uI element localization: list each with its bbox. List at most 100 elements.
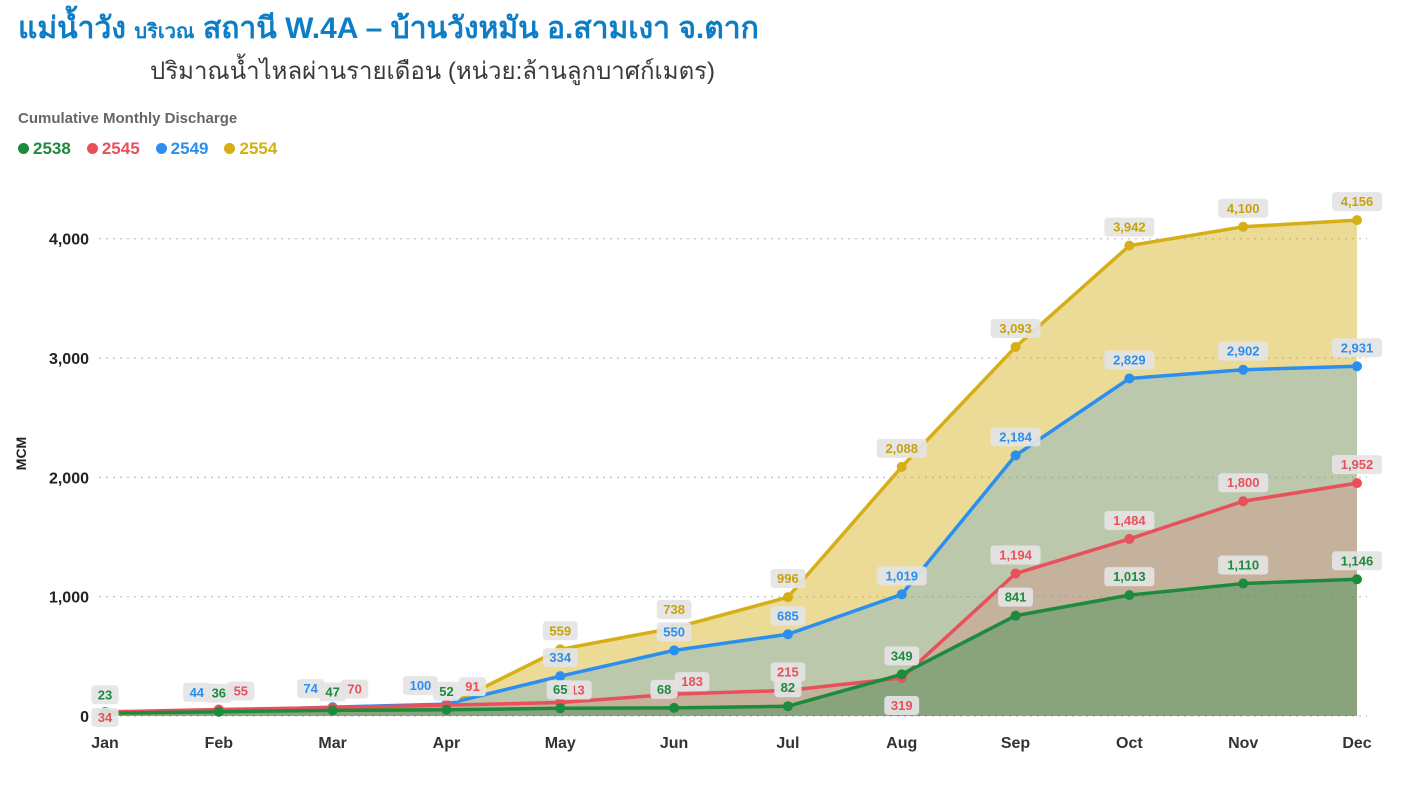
data-label-2545: 1,194 xyxy=(990,545,1041,565)
data-label-badge xyxy=(674,671,710,691)
data-label-2545: 34 xyxy=(91,707,119,727)
data-point-2538 xyxy=(1124,589,1135,600)
data-label-text: 34 xyxy=(98,709,113,724)
data-label-text: 1,952 xyxy=(1341,457,1374,472)
data-label-2545: 319 xyxy=(884,695,920,715)
data-point-2549 xyxy=(1010,449,1021,460)
legend-item-2549[interactable]: 2549 xyxy=(155,139,208,159)
data-label-2549: 100 xyxy=(403,675,438,695)
data-label-badge xyxy=(770,661,806,681)
legend-item-2545[interactable]: 2545 xyxy=(86,138,140,159)
data-label-badge xyxy=(1104,510,1155,530)
data-point-2549 xyxy=(1238,364,1249,375)
data-label-badge xyxy=(998,587,1033,607)
data-point-2538 xyxy=(213,706,224,717)
data-label-text: 65 xyxy=(553,682,567,697)
data-label-text: 74 xyxy=(303,681,318,696)
legend-label: 2545 xyxy=(101,138,140,158)
data-label-2538: 349 xyxy=(884,645,920,665)
data-label-2545: 70 xyxy=(341,679,369,699)
legend-item-2538[interactable]: 2538 xyxy=(18,139,71,159)
y-axis-tick: 1,000 xyxy=(49,589,89,606)
data-label-2549: 44 xyxy=(183,682,211,702)
data-label-badge xyxy=(650,679,678,699)
data-label-text: 841 xyxy=(1005,589,1027,604)
data-label-text: 68 xyxy=(657,681,671,696)
data-point-2538 xyxy=(555,702,566,713)
data-label-2538: 52 xyxy=(432,681,461,701)
data-point-2538 xyxy=(327,704,338,715)
legend-label: 2538 xyxy=(33,138,71,158)
data-label-2538: 65 xyxy=(546,679,574,699)
data-label-text: 1,484 xyxy=(1113,512,1146,527)
legend-label: 2554 xyxy=(239,138,278,158)
data-label-text: 100 xyxy=(410,678,432,693)
page-title: แม่น้ำวัง บริเวณ สถานี W.4A – บ้านวังหมั… xyxy=(18,12,1402,47)
data-label-text: 36 xyxy=(212,685,226,700)
data-label-text: 334 xyxy=(549,650,571,665)
data-label-badge xyxy=(1104,566,1155,586)
data-label-text: 319 xyxy=(891,697,913,712)
data-label-2549: 2,931 xyxy=(1332,337,1382,357)
data-label-text: 55 xyxy=(234,683,248,698)
data-label-badge xyxy=(1218,198,1269,218)
data-label-2545: 1,952 xyxy=(1332,454,1382,474)
data-label-badge xyxy=(205,683,233,703)
data-label-badge xyxy=(1218,472,1269,492)
legend-dot-2549 xyxy=(155,143,167,154)
data-label-2545: 183 xyxy=(674,671,710,691)
series-area-2549 xyxy=(105,365,1357,716)
data-point-2554 xyxy=(1238,221,1249,232)
legend-item-2554[interactable]: 2554 xyxy=(224,139,277,159)
data-point-2549 xyxy=(1124,372,1135,383)
data-label-text: 349 xyxy=(891,648,913,663)
data-label-badge xyxy=(546,679,574,699)
data-label-2545: 1,484 xyxy=(1104,510,1155,530)
data-label-badge xyxy=(341,679,369,699)
data-label-badge xyxy=(774,677,802,697)
data-label-2545: 215 xyxy=(770,661,806,681)
data-label-badge xyxy=(1332,191,1382,211)
data-label-badge xyxy=(183,682,211,702)
data-point-2554 xyxy=(896,461,907,472)
data-label-2545: 91 xyxy=(458,676,487,696)
data-label-text: 52 xyxy=(439,683,453,698)
data-label-2549: 685 xyxy=(770,605,806,625)
y-axis-title: MCM xyxy=(13,436,29,469)
data-label-2549: 334 xyxy=(542,647,578,667)
data-label-text: 1,110 xyxy=(1227,557,1259,572)
chart-meta: Cumulative Monthly Discharge 2538 2545 254… xyxy=(0,110,1402,159)
y-axis-tick: 3,000 xyxy=(49,351,89,368)
x-axis-tick: Jan xyxy=(91,735,119,752)
data-label-text: 2,902 xyxy=(1227,343,1260,358)
x-axis-tick: Oct xyxy=(1116,735,1143,752)
data-label-2538: 841 xyxy=(998,587,1033,607)
data-label-2538: 47 xyxy=(319,681,347,701)
data-label-badge xyxy=(1332,337,1382,357)
data-label-text: 2,829 xyxy=(1113,352,1146,367)
legend-dot-2554 xyxy=(224,143,236,154)
station-name: สถานี W.4A – บ้านวังหมัน อ.สามเงา จ.ตาก xyxy=(202,12,759,45)
data-label-text: 550 xyxy=(663,624,685,639)
data-point-2538 xyxy=(896,668,907,679)
data-label-text: 1,013 xyxy=(1113,569,1146,584)
data-label-2538: 36 xyxy=(205,683,233,703)
data-point-2545 xyxy=(1238,495,1249,506)
data-label-text: 91 xyxy=(465,679,479,694)
data-label-badge xyxy=(458,676,487,696)
cumulative-discharge-chart: 0 1,000 2,000 3,000 4,000 MCM Jan Feb Mar Apr May J… xyxy=(13,191,1382,752)
data-label-text: 44 xyxy=(190,684,205,699)
data-label-2554: 738 xyxy=(656,599,692,619)
data-label-badge xyxy=(1104,217,1155,237)
data-label-text: 685 xyxy=(777,608,799,623)
data-point-2538 xyxy=(782,700,793,711)
x-axis-tick: Nov xyxy=(1228,735,1258,752)
data-point-2554 xyxy=(1124,240,1135,251)
data-label-2549: 2,829 xyxy=(1104,349,1155,369)
chart-header: แม่น้ำวัง บริเวณ สถานี W.4A – บ้านวังหมั… xyxy=(0,0,1402,90)
data-label-2549: 2,902 xyxy=(1218,341,1269,361)
data-label-badge xyxy=(432,681,461,701)
data-point-2538 xyxy=(1352,573,1362,584)
data-label-2538: 68 xyxy=(650,679,678,699)
data-label-badge xyxy=(542,647,578,667)
